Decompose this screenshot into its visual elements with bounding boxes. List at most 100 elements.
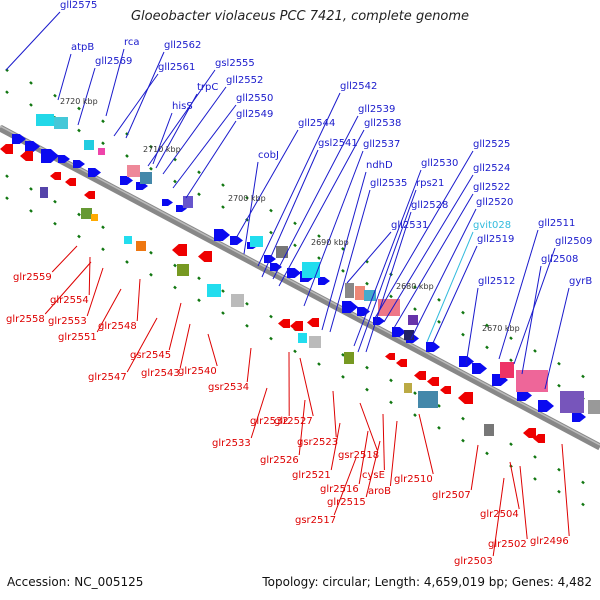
gene-label-gll2508: gll2508 [541,254,578,265]
gene-label-gll2575: gll2575 [60,0,97,11]
leader-line-glr2551 [96,288,122,333]
gene-block-salmon [127,165,140,177]
tick-mark [197,170,201,175]
gene-label-gsr2517: gsr2517 [295,515,336,526]
gene-label-glr2540: glr2540 [178,366,217,377]
leader-line-glr2526 [298,399,306,456]
tick-mark [365,365,369,370]
gene-block-steel [140,172,152,184]
leader-line-glr2548 [136,278,141,322]
tick-mark [77,234,81,239]
tick-mark [389,400,393,405]
gene-label-glr2521: glr2521 [292,470,331,481]
reverse-gene-arrow [50,172,61,180]
leader-line-glr2502 [519,465,528,540]
tick-mark [341,374,345,379]
tick-mark [413,391,417,395]
tick-mark [221,289,225,293]
gene-label-gll2569: gll2569 [95,56,132,67]
topology-text: Topology: circular; Length: 4,659,019 bp… [262,575,592,589]
gene-label-gll2562: gll2562 [164,40,201,51]
tick-mark [77,106,81,111]
gene-features [0,114,600,443]
gene-label-gll2525: gll2525 [473,139,510,150]
scale-label: 2680 kbp [396,282,434,291]
gene-block-grey [276,246,288,258]
gene-label-gll2552: gll2552 [226,75,263,86]
tick-mark [461,438,465,443]
gene-label-gll2538: gll2538 [364,118,401,129]
gene-block-cyan [207,284,221,297]
tick-mark [101,119,105,124]
tick-mark [77,128,81,133]
gene-block-cyan [298,333,307,343]
tick-marks [5,68,585,507]
leader-line-gll2539 [272,115,359,280]
gene-label-glr2516: glr2516 [320,484,359,495]
reverse-gene-arrow [290,321,303,331]
gene-block-violet [560,391,584,413]
tick-mark [341,246,345,251]
gene-label-glr2510: glr2510 [394,474,433,485]
gene-label-rca: rca [124,37,140,48]
gene-label-glr2532: glr2532 [250,416,289,427]
gene-label-gll2544: gll2544 [298,118,335,129]
tick-mark [365,281,369,286]
leader-line-gll2575 [5,11,61,71]
gene-label-gll2550: gll2550 [236,93,273,104]
forward-gene-arrow [426,342,440,352]
leader-line-cobJ [243,161,259,255]
tick-mark [437,404,441,408]
leader-line-gll2538 [278,129,365,287]
gene-block-grey [231,294,244,307]
leader-line-gll2525 [374,150,474,319]
tick-mark [437,320,441,324]
leader-line-glr2507 [470,444,479,491]
tick-mark [269,208,273,213]
gene-block-olive [404,383,412,393]
gene-label-gll2531: gll2531 [391,220,428,231]
gene-label-gll2524: gll2524 [473,163,510,174]
gene-label-glr2503: glr2503 [454,556,493,567]
gene-label-gsl2555: gsl2555 [215,58,255,69]
reverse-gene-arrow [396,359,407,367]
reverse-gene-arrow [307,318,319,327]
gene-label-trpC: trpC [197,82,218,93]
tick-mark [101,225,105,230]
forward-gene-arrow [88,168,101,177]
tick-mark [173,285,177,290]
leader-line-cysE [382,413,385,471]
gene-label-glr2515: glr2515 [327,497,366,508]
reverse-gene-arrow [385,353,395,360]
leader-line-trpC [155,93,198,169]
gene-block-orange [136,241,146,251]
gene-block-olive [81,208,92,219]
gene-block-navy [404,330,414,340]
leader-line-gll2542 [257,92,341,267]
gene-block-cyan [302,262,320,278]
gene-label-glr2554: glr2554 [50,295,89,306]
gene-block-olive [177,264,189,276]
tick-mark [341,352,345,357]
leader-line-gll2549 [185,120,237,199]
gene-block-grey [345,283,354,298]
gene-block-pink [516,370,548,392]
gene-label-gll2539: gll2539 [358,104,395,115]
label-leader-lines [5,11,570,557]
tick-mark [557,361,561,366]
gene-block-cyan [124,236,132,244]
gene-label-glr2548: glr2548 [98,321,137,332]
forward-gene-arrow [373,317,385,325]
tick-mark [221,311,225,315]
tick-mark [293,349,297,354]
reverse-gene-arrow [440,386,451,394]
tick-mark [581,480,585,485]
reverse-gene-arrow [198,251,212,262]
forward-gene-arrow [270,263,282,271]
tick-mark [245,195,249,200]
leader-line-glr2510 [418,413,434,475]
gene-block-grey [484,424,494,436]
gene-label-atpB: atpB [71,42,94,53]
